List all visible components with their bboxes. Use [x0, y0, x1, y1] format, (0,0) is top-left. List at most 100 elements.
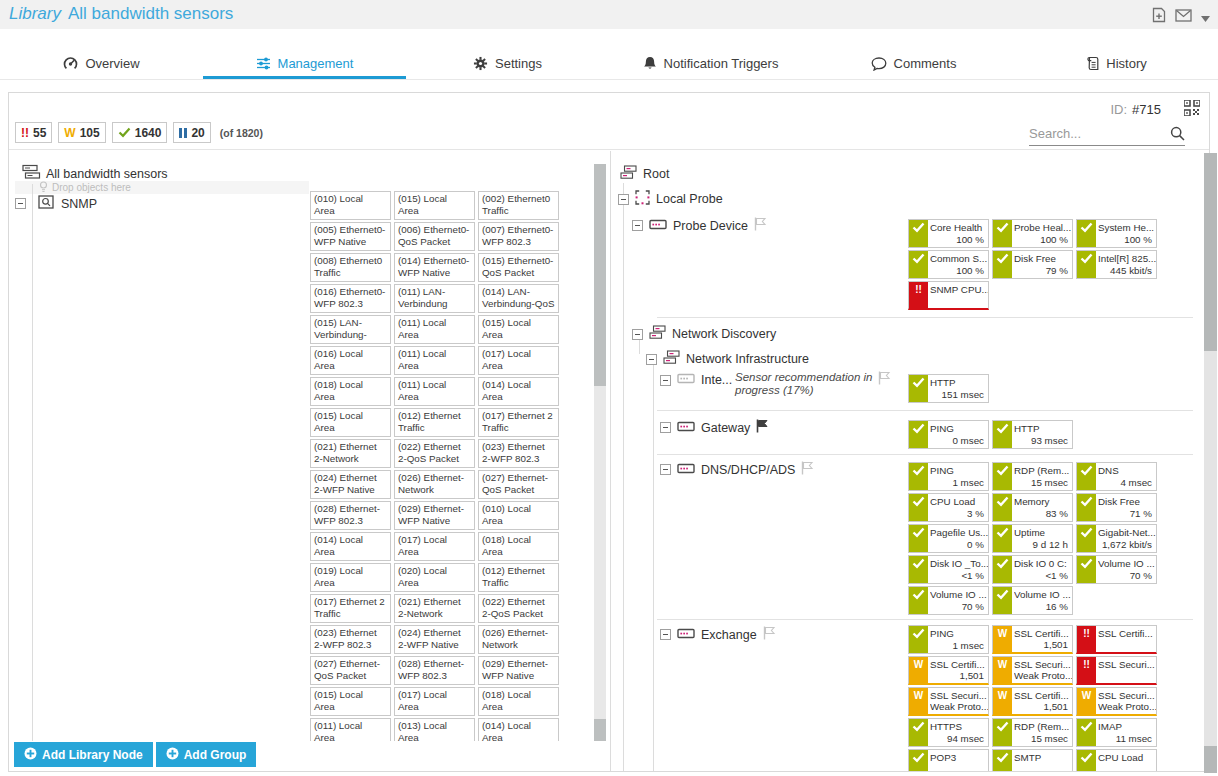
tree-scrollbar-end[interactable]	[1204, 746, 1217, 773]
library-sensor-tile[interactable]: (017) Ethernet 2 Traffic	[310, 594, 391, 623]
library-sensor-tile[interactable]: (017) Local Area	[394, 687, 475, 716]
qr-code-icon[interactable]	[1184, 100, 1200, 120]
tab-comments[interactable]: Comments	[812, 50, 1015, 77]
tab-notification-triggers[interactable]: Notification Triggers	[609, 50, 812, 77]
sensor-tile[interactable]: Probe Heal...100 %	[992, 219, 1073, 248]
library-sensor-tile[interactable]: (015) Local Area	[478, 315, 559, 344]
search-icon[interactable]	[1170, 126, 1185, 145]
sensor-tile[interactable]: Disk Free71 %	[1076, 493, 1157, 522]
sensor-tile[interactable]: !!SSL Certifi...	[1076, 625, 1157, 654]
tree-node-probe-device[interactable]: Probe Device	[632, 217, 767, 234]
library-sensor-tile[interactable]: (029) Ethernet- WFP Native	[478, 656, 559, 685]
library-sensor-tile[interactable]: (018) Local Area	[310, 377, 391, 406]
library-sensor-tile[interactable]: (019) Local Area	[310, 563, 391, 592]
tab-management[interactable]: Management	[203, 50, 406, 77]
sensor-tile[interactable]: WSSL Securi...Weak Proto...	[1076, 687, 1157, 716]
sensor-tile[interactable]: Core Health100 %	[908, 219, 989, 248]
collapse-toggle[interactable]	[660, 422, 671, 433]
grid-scrollbar-end[interactable]	[594, 719, 606, 741]
library-sensor-tile[interactable]: (016) Ethernet0- WFP 802.3	[310, 284, 391, 313]
library-sensor-tile[interactable]: (016) Local Area	[310, 346, 391, 375]
sensor-tile[interactable]: POP3	[908, 749, 989, 771]
collapse-toggle[interactable]	[660, 375, 671, 386]
library-sensor-tile[interactable]: (024) Ethernet 2-WFP Native	[310, 470, 391, 499]
tree-node-network-infrastructure[interactable]: Network Infrastructure	[646, 350, 809, 368]
sensor-tile[interactable]: WSSL Certifi...1,501	[908, 656, 989, 685]
library-sensor-tile[interactable]: (014) Local Area	[478, 377, 559, 406]
library-sensor-tile[interactable]: (021) Ethernet 2-Network	[310, 439, 391, 468]
library-sensor-tile[interactable]: (014) Local Area	[310, 532, 391, 561]
library-sensor-tile[interactable]: (028) Ethernet- WFP 802.3	[310, 501, 391, 530]
library-sensor-tile[interactable]: (012) Ethernet Traffic	[394, 408, 475, 437]
library-sensor-tile[interactable]: (017) Local Area	[478, 346, 559, 375]
sensor-tile[interactable]: Common S...100 %	[908, 250, 989, 279]
tree-scrollbar-thumb[interactable]	[1204, 153, 1217, 351]
library-sensor-tile[interactable]: (015) LAN- Verbindung-	[310, 315, 391, 344]
count-badge-paused[interactable]: 20	[173, 122, 210, 143]
tab-overview[interactable]: Overview	[0, 50, 203, 77]
tree-node-gateway[interactable]: Gateway	[660, 419, 769, 436]
caret-down-icon[interactable]	[1201, 8, 1210, 26]
sensor-tile[interactable]: SMTP	[992, 749, 1073, 771]
tab-settings[interactable]: Settings	[406, 50, 609, 77]
sensor-tile[interactable]: CPU Load	[1076, 749, 1157, 771]
collapse-toggle[interactable]	[618, 194, 629, 205]
sensor-tile[interactable]: Volume IO ...16 %	[992, 586, 1073, 615]
count-badge-warning[interactable]: W105	[58, 122, 105, 143]
sensor-tile[interactable]: WSSL Certifi...1,501	[992, 687, 1073, 716]
sensor-tile[interactable]: Memory83 %	[992, 493, 1073, 522]
sensor-tile[interactable]: WSSL Securi...Weak Proto...	[908, 687, 989, 716]
grid-scrollbar-thumb[interactable]	[594, 164, 606, 386]
library-node-snmp[interactable]: SNMP	[15, 195, 97, 212]
collapse-toggle[interactable]	[15, 198, 26, 209]
library-sensor-tile[interactable]: (018) Local Area	[478, 687, 559, 716]
add-group-button[interactable]: Add Group	[156, 742, 257, 767]
collapse-toggle[interactable]	[632, 220, 643, 231]
sensor-tile[interactable]: PING1 msec	[908, 625, 989, 654]
library-sensor-tile[interactable]: (028) Ethernet- WFP 802.3	[394, 656, 475, 685]
sensor-tile[interactable]: Disk Free79 %	[992, 250, 1073, 279]
flag-icon[interactable]	[801, 461, 814, 478]
library-sensor-tile[interactable]: (012) Ethernet Traffic	[478, 563, 559, 592]
library-sensor-tile[interactable]: (008) Ethernet0 Traffic	[310, 253, 391, 282]
sensor-tile[interactable]: Uptime9 d 12 h	[992, 524, 1073, 553]
tab-history[interactable]: History	[1015, 50, 1218, 77]
library-sensor-tile[interactable]: (023) Ethernet 2-WFP 802.3	[478, 439, 559, 468]
tree-node-exchange[interactable]: Exchange	[660, 626, 776, 643]
collapse-toggle[interactable]	[660, 629, 671, 640]
sensor-tile[interactable]: DNS4 msec	[1076, 462, 1157, 491]
sensor-tile[interactable]: Volume IO ...70 %	[908, 586, 989, 615]
library-sensor-tile[interactable]: (027) Ethernet- QoS Packet	[478, 470, 559, 499]
flag-icon[interactable]	[763, 626, 776, 643]
library-sensor-tile[interactable]: (005) Ethernet0- WFP Native	[310, 222, 391, 251]
tree-node-root[interactable]: Root	[620, 165, 669, 183]
library-sensor-tile[interactable]: (007) Ethernet0- WFP 802.3	[478, 222, 559, 251]
sensor-tile[interactable]: RDP (Rem...15 msec	[992, 718, 1073, 747]
sensor-tile[interactable]: Volume IO ...70 %	[1076, 555, 1157, 584]
sensor-tile[interactable]: CPU Load3 %	[908, 493, 989, 522]
sensor-tile[interactable]: HTTP93 msec	[992, 420, 1073, 449]
sensor-tile[interactable]: Pagefile Us...0 %	[908, 524, 989, 553]
library-sensor-tile[interactable]: (006) Ethernet0- QoS Packet	[394, 222, 475, 251]
library-sensor-tile[interactable]: (024) Ethernet 2-WFP Native	[394, 625, 475, 654]
sensor-tile[interactable]: !!SSL Securi...	[1076, 656, 1157, 685]
sensor-tile[interactable]: HTTPS94 msec	[908, 718, 989, 747]
library-sensor-tile[interactable]: (015) Local Area	[310, 687, 391, 716]
sensor-tile[interactable]: Gigabit-Net...1,672 kbit/s	[1076, 524, 1157, 553]
library-sensor-tile[interactable]: (017) Ethernet 2 Traffic	[478, 408, 559, 437]
library-sensor-tile[interactable]: (022) Ethernet 2-QoS Packet	[394, 439, 475, 468]
collapse-toggle[interactable]	[646, 354, 657, 365]
library-sensor-tile[interactable]: (011) Local Area	[310, 718, 391, 741]
count-badge-down[interactable]: !!55	[15, 122, 52, 143]
tree-node-dns-dhcp-ads[interactable]: DNS/DHCP/ADS	[660, 461, 814, 478]
tree-node-internet-device[interactable]: Inte...	[660, 373, 732, 387]
library-sensor-tile[interactable]: (013) Local Area	[394, 718, 475, 741]
sensor-tile[interactable]: WSSL Certifi...1,501	[992, 625, 1073, 654]
library-sensor-tile[interactable]: (015) Local Area	[394, 191, 475, 220]
library-sensor-tile[interactable]: (011) Local Area	[394, 346, 475, 375]
collapse-toggle[interactable]	[660, 464, 671, 475]
library-sensor-tile[interactable]: (023) Ethernet 2-WFP 802.3	[310, 625, 391, 654]
sensor-tile[interactable]: HTTP151 msec	[908, 374, 989, 403]
sensor-tile[interactable]: System He...100 %	[1076, 219, 1157, 248]
library-sensor-tile[interactable]: (018) Local Area	[478, 532, 559, 561]
